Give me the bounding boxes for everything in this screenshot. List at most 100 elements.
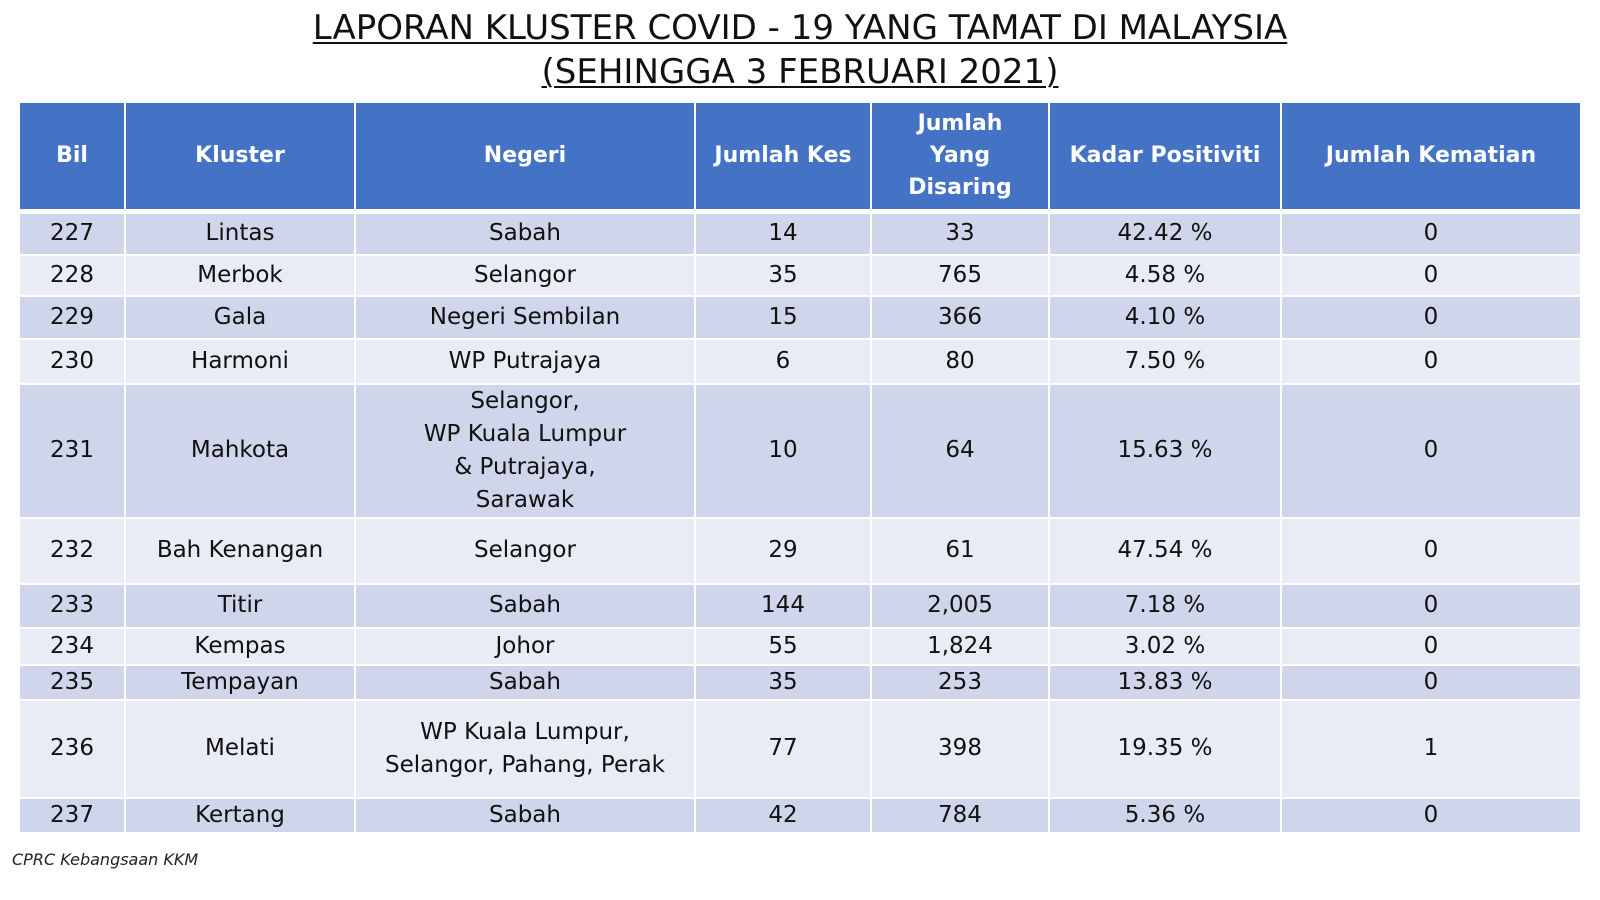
cell-jumlah-disaring: 61 — [871, 517, 1050, 585]
cell-jumlah-kes: 14 — [695, 211, 872, 256]
cell-jumlah-disaring: 253 — [871, 664, 1050, 701]
table-row: 234 Kempas Johor 55 1,824 3.02 % 0 — [20, 627, 1580, 666]
cell-jumlah-kematian: 0 — [1281, 338, 1580, 385]
negeri-line: Johor — [495, 632, 555, 659]
cell-bil: 237 — [20, 797, 126, 834]
cell-jumlah-disaring: 33 — [871, 211, 1050, 256]
negeri-line: Negeri Sembilan — [429, 303, 621, 330]
negeri-line: & Putrajaya, — [454, 453, 596, 480]
header-kluster: Kluster — [125, 103, 356, 214]
cell-negeri: Selangor — [355, 517, 696, 585]
cell-kadar-positiviti: 5.36 % — [1049, 797, 1282, 834]
table-row: 227 Lintas Sabah 14 33 42.42 % 0 — [20, 211, 1580, 256]
negeri-line: Selangor — [474, 261, 576, 288]
cell-kadar-positiviti: 7.50 % — [1049, 338, 1282, 385]
table-row: 229 Gala Negeri Sembilan 15 366 4.10 % 0 — [20, 295, 1580, 340]
negeri-line: Selangor — [474, 537, 576, 563]
cell-jumlah-disaring: 64 — [871, 383, 1050, 519]
cell-jumlah-disaring: 398 — [871, 699, 1050, 799]
table-row: 232 Bah Kenangan Selangor 29 61 47.54 % 0 — [20, 517, 1580, 585]
cell-bil: 232 — [20, 517, 126, 585]
cell-jumlah-disaring: 366 — [871, 295, 1050, 340]
table-row: 237 Kertang Sabah 42 784 5.36 % 0 — [20, 797, 1580, 834]
cell-bil: 235 — [20, 664, 126, 701]
cell-jumlah-disaring: 784 — [871, 797, 1050, 834]
header-kadar-positiviti: Kadar Positiviti — [1049, 103, 1282, 214]
table-row: 230 Harmoni WP Putrajaya 6 80 7.50 % 0 — [20, 338, 1580, 385]
cell-kadar-positiviti: 15.63 % — [1049, 383, 1282, 519]
cell-kluster: Kertang — [125, 797, 356, 834]
header-jumlah-disaring: Jumlah Yang Disaring — [871, 103, 1050, 214]
cell-jumlah-kematian: 0 — [1281, 295, 1580, 340]
cell-kluster: Melati — [125, 699, 356, 799]
table-body: 227 Lintas Sabah 14 33 42.42 % 0 228 Merbok Selan… — [20, 211, 1580, 834]
cell-bil: 236 — [20, 699, 126, 799]
cell-kluster: Merbok — [125, 254, 356, 297]
cell-jumlah-kes: 77 — [695, 699, 872, 799]
cell-negeri: Selangor — [355, 254, 696, 297]
cell-kluster: Lintas — [125, 211, 356, 256]
negeri-line: Sabah — [489, 668, 561, 695]
cell-jumlah-disaring: 80 — [871, 338, 1050, 385]
table-row: 235 Tempayan Sabah 35 253 13.83 % 0 — [20, 664, 1580, 701]
cell-jumlah-kes: 6 — [695, 338, 872, 385]
cell-kluster: Mahkota — [125, 383, 356, 519]
cell-jumlah-kes: 35 — [695, 254, 872, 297]
table-row: 228 Merbok Selangor 35 765 4.58 % 0 — [20, 254, 1580, 297]
cell-jumlah-kematian: 0 — [1281, 797, 1580, 834]
table-row: 236 Melati WP Kuala Lumpur, Selangor, Pahan… — [20, 699, 1580, 799]
negeri-line: Selangor, — [470, 387, 580, 414]
cell-jumlah-kes: 29 — [695, 517, 872, 585]
cell-kadar-positiviti: 4.10 % — [1049, 295, 1282, 340]
cell-jumlah-kematian: 0 — [1281, 517, 1580, 585]
table-row: 231 Mahkota Selangor, WP Kuala Lumpur & Putr… — [20, 383, 1580, 519]
negeri-line: Sabah — [489, 592, 561, 618]
cell-negeri: Sabah — [355, 664, 696, 701]
cell-bil: 233 — [20, 583, 126, 629]
table-row: 233 Titir Sabah 144 2,005 7.18 % 0 — [20, 583, 1580, 629]
negeri-line: WP Kuala Lumpur, — [420, 718, 630, 745]
cell-negeri: Sabah — [355, 211, 696, 256]
cell-bil: 227 — [20, 211, 126, 256]
negeri-line: Sabah — [489, 220, 561, 247]
negeri-line: Selangor, Pahang, Perak — [384, 751, 666, 778]
cell-bil: 230 — [20, 338, 126, 385]
report-title: LAPORAN KLUSTER COVID - 19 YANG TAMAT DI… — [0, 6, 1600, 94]
table-header-row: Bil Kluster Negeri Jumlah Kes Jumlah Yan… — [20, 103, 1580, 214]
negeri-line: WP Kuala Lumpur — [423, 420, 627, 447]
cell-kluster: Titir — [125, 583, 356, 629]
cell-kadar-positiviti: 42.42 % — [1049, 211, 1282, 256]
cell-kadar-positiviti: 19.35 % — [1049, 699, 1282, 799]
cell-bil: 229 — [20, 295, 126, 340]
cell-bil: 234 — [20, 627, 126, 666]
negeri-line: Sarawak — [475, 486, 575, 513]
source-footer: CPRC Kebangsaan KKM — [12, 850, 199, 869]
cell-jumlah-disaring: 2,005 — [871, 583, 1050, 629]
cell-negeri: Sabah — [355, 797, 696, 834]
cell-kadar-positiviti: 7.18 % — [1049, 583, 1282, 629]
cell-jumlah-kematian: 0 — [1281, 664, 1580, 701]
cell-negeri: Sabah — [355, 583, 696, 629]
cell-kadar-positiviti: 4.58 % — [1049, 254, 1282, 297]
cell-jumlah-kes: 10 — [695, 383, 872, 519]
cell-negeri: Negeri Sembilan — [355, 295, 696, 340]
header-jumlah-kematian: Jumlah Kematian — [1281, 103, 1580, 214]
negeri-line: WP Putrajaya — [448, 347, 602, 374]
title-line-2: (SEHINGGA 3 FEBRUARI 2021) — [541, 52, 1059, 92]
cell-jumlah-kematian: 0 — [1281, 583, 1580, 629]
cell-jumlah-kematian: 0 — [1281, 211, 1580, 256]
cell-jumlah-kematian: 1 — [1281, 699, 1580, 799]
title-line-1: LAPORAN KLUSTER COVID - 19 YANG TAMAT DI… — [312, 8, 1288, 48]
cell-kluster: Harmoni — [125, 338, 356, 385]
cell-jumlah-kes: 42 — [695, 797, 872, 834]
cell-jumlah-disaring: 1,824 — [871, 627, 1050, 666]
cell-jumlah-disaring: 765 — [871, 254, 1050, 297]
cell-kluster: Tempayan — [125, 664, 356, 701]
header-bil: Bil — [20, 103, 126, 214]
cell-kluster: Kempas — [125, 627, 356, 666]
cell-jumlah-kes: 55 — [695, 627, 872, 666]
cell-jumlah-kes: 15 — [695, 295, 872, 340]
cell-kadar-positiviti: 13.83 % — [1049, 664, 1282, 701]
cell-jumlah-kematian: 0 — [1281, 254, 1580, 297]
cell-kluster: Gala — [125, 295, 356, 340]
